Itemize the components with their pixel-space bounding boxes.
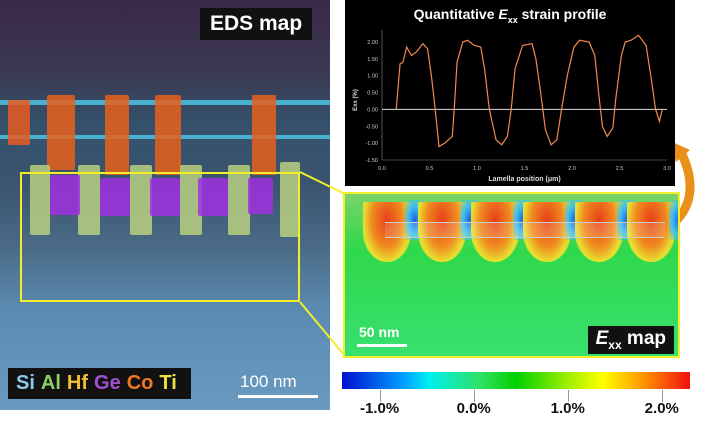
- element-ti: Ti: [159, 372, 177, 394]
- x-tick-label: 1.5: [521, 166, 529, 172]
- y-tick-label: 0.50: [367, 91, 378, 97]
- pillar: [252, 95, 276, 175]
- pillar: [8, 100, 30, 145]
- y-tick-label: -0.50: [365, 124, 378, 130]
- strain-profile-line: [395, 34, 663, 148]
- eds-map-image: EDS map Si Al Hf Ge Co Ti 100 nm: [0, 0, 330, 410]
- title-main: Quantitative: [413, 6, 499, 22]
- colorbar-tick-label: 2.0%: [644, 400, 679, 417]
- element-co: Co: [126, 372, 154, 394]
- pillar: [150, 178, 180, 216]
- strain-map-image: 50 nm Exx map: [343, 192, 680, 358]
- x-tick-label: 2.0: [568, 166, 576, 172]
- colorbar-tick: [473, 390, 475, 402]
- scale-bar-label: 100 nm: [240, 372, 297, 391]
- strain-region: [363, 202, 411, 262]
- zoom-box: [20, 172, 300, 302]
- title-rest: strain profile: [517, 6, 607, 22]
- strain-region: [575, 202, 623, 262]
- colorbar-tick: [661, 390, 663, 402]
- pillar: [180, 165, 202, 235]
- y-axis-label: Exx (%): [353, 89, 359, 111]
- x-tick-label: 3.0: [663, 166, 671, 172]
- element-hf: Hf: [66, 372, 89, 394]
- strain-profile-chart: Quantitative Exx strain profile 0.0 0.5 1.…: [345, 0, 675, 186]
- strain-region: [523, 202, 571, 262]
- x-tick-label: 0.5: [426, 166, 434, 172]
- pillar: [130, 165, 152, 235]
- compressive-region: [669, 200, 678, 240]
- colorbar: [342, 372, 690, 389]
- title-symbol: E: [595, 328, 609, 349]
- colorbar-tick-label: -1.0%: [360, 400, 400, 417]
- profile-region: [385, 222, 665, 238]
- element-legend: Si Al Hf Ge Co Ti: [8, 368, 191, 399]
- map-scale-bar-label: 50 nm: [359, 324, 400, 340]
- pillar: [78, 165, 100, 235]
- pillar: [105, 95, 129, 175]
- map-scale-bar: [357, 344, 407, 347]
- colorbar-tick: [567, 390, 569, 402]
- y-tick-label: -1.00: [365, 141, 378, 147]
- element-al: Al: [40, 372, 61, 394]
- strain-region: [418, 202, 466, 262]
- colorbar-tick-label: 0.0%: [456, 400, 491, 417]
- colorbar-tick: [379, 390, 381, 402]
- x-tick-label: 1.0: [473, 166, 481, 172]
- element-ge: Ge: [94, 372, 121, 394]
- strain-region: [471, 202, 519, 262]
- chart-title: Quantitative Exx strain profile: [345, 6, 675, 25]
- title-suffix: map: [621, 328, 666, 349]
- x-tick-label: 0.0: [378, 166, 386, 172]
- strain-region: [627, 202, 675, 262]
- strain-map-title: Exx map: [587, 326, 674, 354]
- pillar: [280, 162, 300, 237]
- y-tick-label: 2.00: [367, 40, 378, 46]
- pillar: [100, 178, 130, 216]
- x-tick-label: 2.5: [616, 166, 624, 172]
- scale-bar: [238, 395, 318, 398]
- y-tick-label: 1.00: [367, 74, 378, 80]
- y-tick-label: 0.00: [367, 107, 378, 113]
- x-axis-label: Lamella position (μm): [488, 176, 560, 183]
- element-si: Si: [16, 372, 35, 394]
- colorbar-tick-label: 1.0%: [550, 400, 585, 417]
- pillar: [30, 165, 50, 235]
- pillar: [47, 95, 75, 170]
- y-tick-label: -1.50: [365, 158, 378, 164]
- pillar: [50, 175, 80, 215]
- title-sub: xx: [608, 337, 622, 352]
- y-tick-label: 1.50: [367, 57, 378, 63]
- pillar: [248, 178, 273, 214]
- pillar: [155, 95, 181, 175]
- pillar: [198, 178, 228, 216]
- title-sub: xx: [507, 14, 518, 25]
- chart-plot: 0.0 0.5 1.0 1.5 2.0 2.5 3.0 2.00 1.50 1.00 0.50 0.0…: [353, 30, 671, 183]
- title-sym: E: [498, 6, 508, 22]
- pillar: [228, 165, 250, 235]
- eds-title: EDS map: [200, 8, 313, 40]
